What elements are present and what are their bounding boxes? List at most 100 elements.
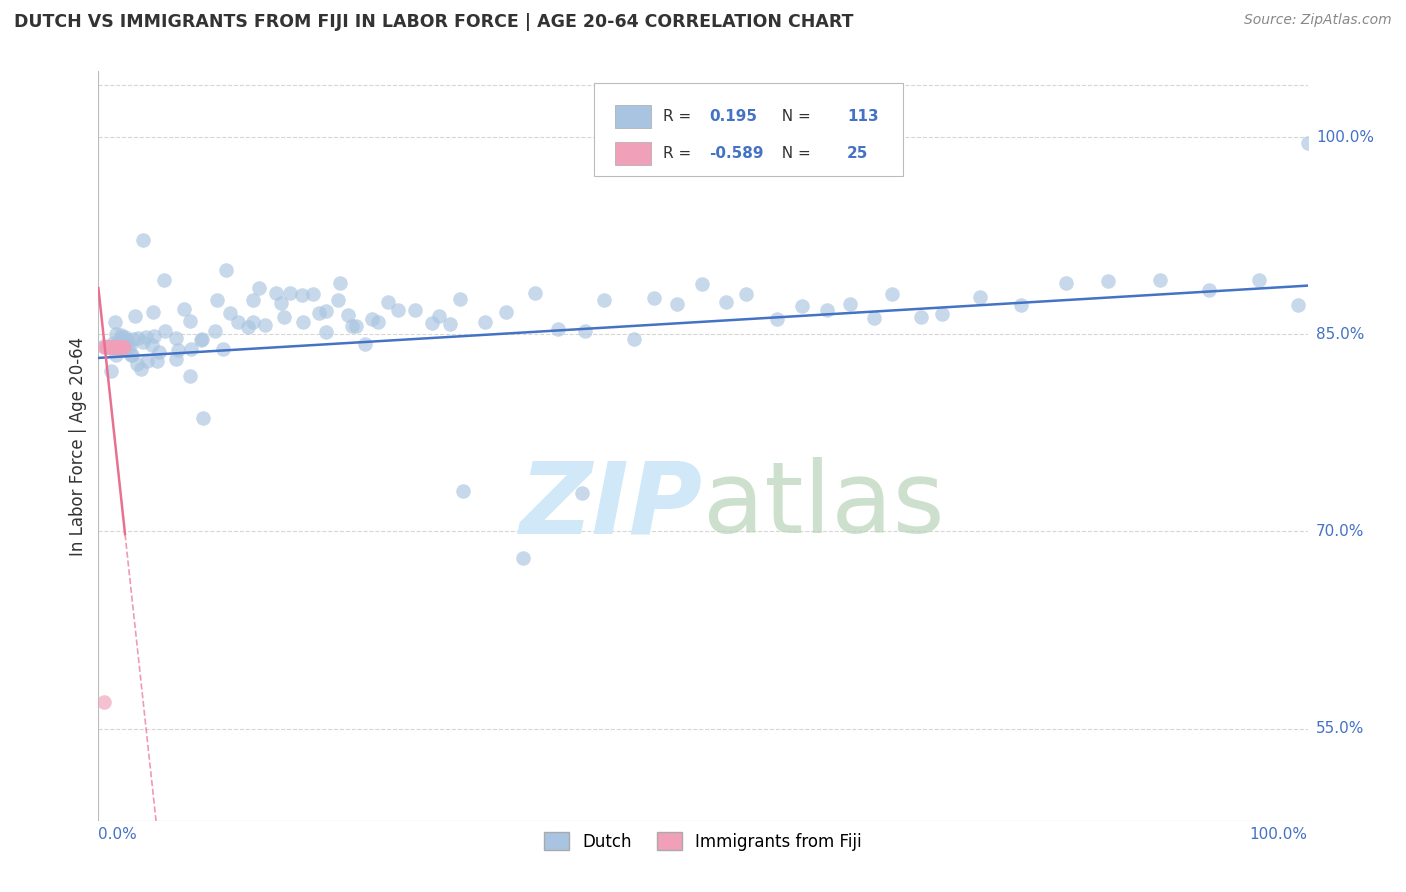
Text: -0.589: -0.589 [709, 146, 763, 161]
Point [117, 333, 139, 347]
Point [214, 263, 236, 277]
Point [108, 334, 131, 348]
Point [179, 314, 201, 328]
Point [122, 332, 145, 346]
Point [308, 306, 330, 320]
Text: 85.0%: 85.0% [1316, 326, 1364, 342]
Text: ZIP: ZIP [520, 458, 703, 555]
Point [121, 348, 143, 362]
Point [1010, 298, 1032, 312]
Point [219, 306, 242, 320]
Point [190, 334, 212, 348]
Point [439, 317, 461, 331]
Text: atlas: atlas [703, 458, 945, 555]
Point [108, 340, 131, 354]
Point [690, 277, 713, 292]
Text: R =: R = [664, 146, 696, 161]
Point [212, 342, 235, 356]
Point [790, 299, 813, 313]
Point [340, 318, 363, 333]
Point [547, 322, 569, 336]
Point [337, 308, 360, 322]
Point [105, 340, 128, 354]
Point [103, 340, 125, 354]
Point [101, 340, 124, 354]
Point [420, 316, 443, 330]
Point [524, 286, 547, 301]
Point [108, 340, 131, 354]
Point [449, 292, 471, 306]
FancyBboxPatch shape [614, 105, 651, 128]
Point [94, 340, 117, 354]
Text: 0.0%: 0.0% [98, 827, 138, 842]
Point [247, 281, 270, 295]
Point [104, 315, 127, 329]
Point [387, 303, 409, 318]
Point [114, 330, 136, 344]
Point [270, 295, 292, 310]
Point [100, 364, 122, 378]
Point [273, 310, 295, 325]
Point [146, 353, 169, 368]
Point [1296, 136, 1319, 150]
Text: 0.195: 0.195 [709, 109, 756, 124]
Point [344, 319, 367, 334]
Point [1054, 276, 1077, 290]
Point [165, 351, 187, 366]
Point [105, 348, 128, 362]
Point [204, 324, 226, 338]
Point [931, 307, 953, 321]
Point [242, 293, 264, 308]
Point [114, 334, 136, 349]
Point [1149, 273, 1171, 287]
Point [427, 310, 450, 324]
Point [131, 362, 153, 376]
Point [124, 309, 146, 323]
Point [242, 315, 264, 329]
Point [766, 311, 789, 326]
Point [104, 340, 127, 354]
Point [354, 337, 377, 351]
Point [103, 340, 125, 354]
Point [143, 329, 166, 343]
Point [315, 304, 337, 318]
Point [205, 293, 228, 307]
Point [110, 340, 132, 354]
Text: 55.0%: 55.0% [1316, 721, 1364, 736]
Point [193, 410, 215, 425]
Point [100, 340, 122, 354]
Point [93, 340, 115, 354]
Point [104, 340, 127, 354]
Point [93, 695, 115, 709]
Point [153, 324, 176, 338]
Point [474, 315, 496, 329]
Point [278, 285, 301, 300]
Point [264, 285, 287, 300]
Point [326, 293, 349, 307]
Point [910, 310, 932, 324]
Point [291, 315, 314, 329]
Point [969, 290, 991, 304]
Point [118, 339, 141, 353]
Point [100, 340, 122, 354]
Point [191, 333, 214, 347]
Point [1247, 273, 1270, 287]
Point [111, 340, 134, 354]
Point [226, 315, 249, 329]
Point [714, 295, 737, 310]
Point [165, 331, 187, 345]
Text: DUTCH VS IMMIGRANTS FROM FIJI IN LABOR FORCE | AGE 20-64 CORRELATION CHART: DUTCH VS IMMIGRANTS FROM FIJI IN LABOR F… [14, 13, 853, 31]
Text: N =: N = [772, 109, 815, 124]
Point [132, 335, 155, 350]
Point [179, 369, 201, 384]
Point [120, 348, 142, 362]
Point [96, 340, 118, 354]
Point [574, 324, 596, 338]
FancyBboxPatch shape [595, 83, 903, 177]
Point [453, 483, 475, 498]
Point [105, 326, 128, 341]
Point [108, 340, 131, 354]
Point [135, 330, 157, 344]
Point [666, 296, 689, 310]
Point [1198, 283, 1220, 297]
